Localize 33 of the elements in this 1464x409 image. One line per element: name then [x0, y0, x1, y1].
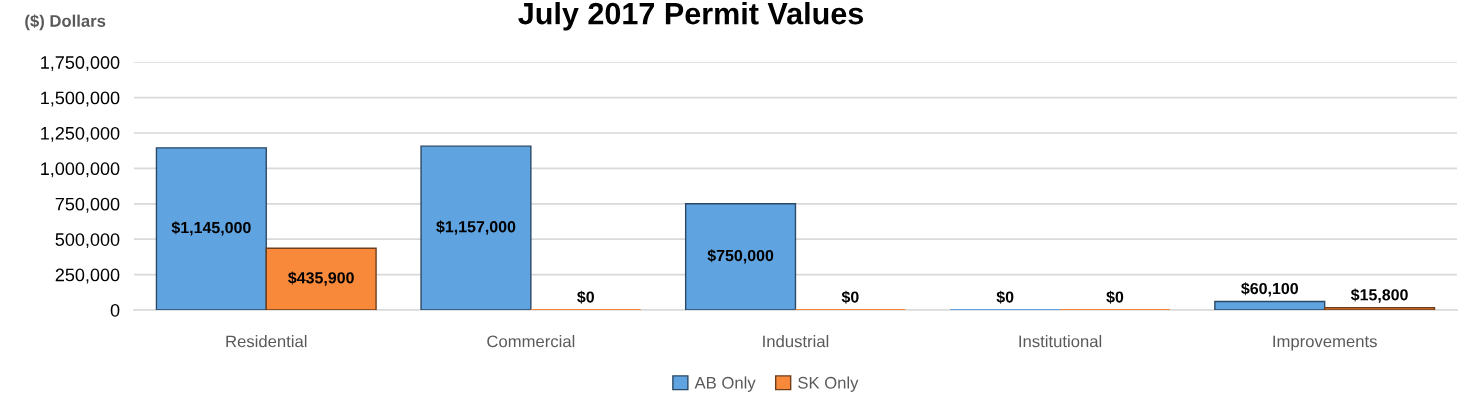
- bar: [265, 247, 377, 311]
- chart-title: July 2017 Permit Values: [518, 2, 864, 31]
- data-label: $15,800: [1350, 288, 1408, 303]
- y-axis-title: ($) Dollars: [25, 14, 106, 31]
- x-tick-label: Residential: [226, 335, 307, 348]
- data-label: $1,145,000: [171, 221, 251, 236]
- bar: [420, 145, 532, 311]
- legend-label: AB Only: [694, 376, 756, 392]
- y-tick-label: 1,000,000: [41, 162, 120, 178]
- bar: [684, 203, 797, 311]
- legend-label: SK Only: [798, 376, 859, 392]
- x-tick-label: Institutional: [1019, 335, 1102, 348]
- data-label: $750,000: [707, 249, 774, 264]
- data-label: $435,900: [288, 271, 354, 286]
- y-tick-label: 250,000: [55, 268, 120, 284]
- bar: [155, 147, 267, 311]
- bar: [1214, 300, 1326, 311]
- bar: [1323, 307, 1436, 311]
- data-label: $60,100: [1241, 282, 1298, 297]
- data-label: $0: [1106, 290, 1124, 304]
- y-tick-label: 750,000: [55, 197, 120, 213]
- data-label: $0: [996, 290, 1014, 304]
- x-tick-label: Commercial: [487, 335, 575, 348]
- y-tick-label: 1,500,000: [41, 91, 120, 107]
- y-tick-label: 500,000: [55, 233, 120, 249]
- y-tick-label: 1,250,000: [41, 126, 120, 142]
- data-label: $1,157,000: [436, 220, 516, 235]
- y-tick-label: 0: [110, 303, 120, 317]
- data-label: $0: [577, 290, 594, 304]
- x-tick-label: Industrial: [763, 335, 829, 348]
- y-tick-label: 1,750,000: [41, 56, 120, 72]
- x-tick-label: Improvements: [1273, 335, 1377, 351]
- data-label: $0: [841, 290, 859, 304]
